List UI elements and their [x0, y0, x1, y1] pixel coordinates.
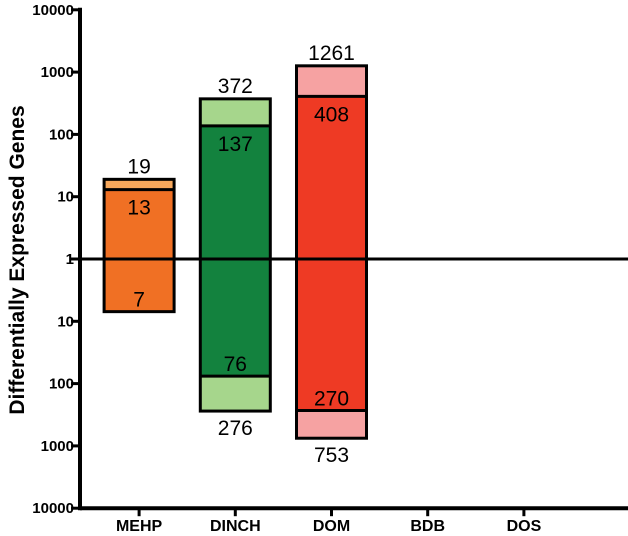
label-dom-up-inner: 408	[314, 103, 349, 126]
x-label-dinch: DINCH	[210, 518, 261, 535]
y-tick-label-down-10000: 10000	[32, 500, 74, 517]
bar-dinch-inner	[200, 125, 271, 377]
y-tick-label-up-1000: 1000	[41, 64, 74, 81]
y-tick-label-up-10000: 10000	[32, 2, 74, 19]
axes	[78, 7, 628, 511]
y-tick-label-up-100: 100	[49, 126, 74, 143]
label-dinch-up-inner: 137	[218, 133, 253, 156]
label-mehp-up-total: 19	[127, 155, 150, 178]
y-tick-label-down-1000: 1000	[41, 438, 74, 455]
y-tick-label-down-10: 10	[57, 313, 74, 330]
label-mehp-down-total: 7	[133, 289, 145, 312]
bar-mehp-inner	[104, 189, 175, 312]
label-dinch-down-total: 276	[218, 417, 253, 440]
bar-mehp-border	[102, 177, 176, 314]
label-dinch-down-inner: 76	[224, 353, 247, 376]
label-dom-up-total: 1261	[308, 42, 355, 65]
label-dom-down-inner: 270	[314, 387, 349, 410]
y-tick-label-down-100: 100	[49, 376, 74, 393]
y-tick-label-up-1: 1	[66, 251, 74, 268]
x-label-bdb: BDB	[410, 518, 445, 535]
bars	[102, 64, 368, 440]
bar-dinch-border	[198, 97, 272, 413]
label-dom-down-total: 753	[314, 444, 349, 467]
bar-dom-border	[295, 64, 368, 440]
x-label-dom: DOM	[313, 518, 350, 535]
x-label-mehp: MEHP	[116, 518, 163, 535]
label-dinch-up-total: 372	[218, 75, 253, 98]
bar-dom-inner	[296, 96, 367, 411]
y-axis-ticks: 1 10 100 1000 10000 10 100 1000 10000	[32, 2, 80, 517]
y-tick-label-up-10: 10	[57, 189, 74, 206]
y-axis-title: Differentially Expressed Genes	[6, 105, 29, 414]
x-axis-categories: MEHP DINCH DOM BDB DOS	[116, 508, 542, 535]
label-mehp-up-inner: 13	[127, 197, 150, 220]
x-label-dos: DOS	[507, 518, 542, 535]
